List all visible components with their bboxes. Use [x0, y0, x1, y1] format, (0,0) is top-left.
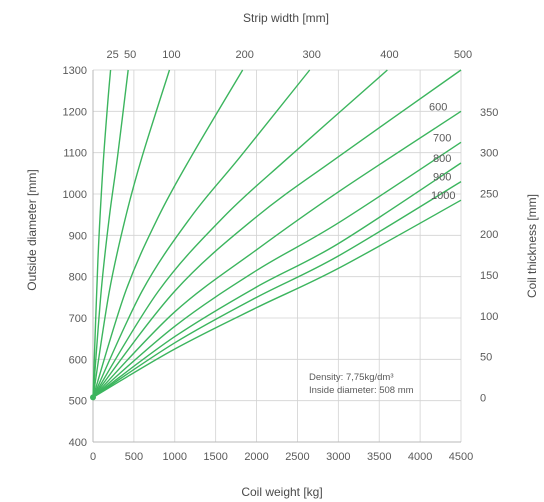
series-line-50	[92, 69, 129, 398]
series-line-100	[92, 69, 171, 398]
series-line-500	[92, 69, 462, 398]
y2-tick-label: 250	[480, 188, 498, 200]
x-tick-label: 2000	[244, 451, 268, 463]
series-labels: 25 50 100 200 300 400 500 600 700 800 900 1000	[106, 49, 472, 202]
series-label-25: 25	[106, 49, 118, 61]
x-axis-title: Coil weight [kg]	[241, 485, 322, 499]
series-label-600: 600	[429, 101, 447, 113]
inside-diameter-note: Inside diameter: 508 mm	[309, 385, 414, 396]
y2-tick-label: 50	[480, 352, 492, 364]
series-label-1000: 1000	[431, 190, 455, 202]
x-tick-label: 0	[90, 451, 96, 463]
x-tick-label: 2500	[285, 451, 309, 463]
chart-title: Strip width [mm]	[243, 11, 329, 25]
x-tick-label: 1000	[163, 451, 187, 463]
y-tick-label: 1200	[63, 106, 87, 118]
series-line-700	[92, 141, 462, 398]
y-tick-label: 1100	[63, 148, 87, 160]
x-tick-labels: 0 500 1000 1500 2000 2500 3000 3500 4000 4500	[90, 451, 473, 463]
y2-axis-title: Coil thickness [mm]	[525, 194, 539, 298]
y-tick-label: 500	[69, 396, 87, 408]
y2-tick-label: 0	[480, 392, 486, 404]
series-label-200: 200	[235, 49, 253, 61]
series-label-300: 300	[303, 49, 321, 61]
series-lines	[90, 69, 462, 401]
y2-tick-label: 200	[480, 229, 498, 241]
y2-tick-label: 350	[480, 107, 498, 119]
series-line-800	[92, 162, 462, 398]
y2-tick-label: 300	[480, 148, 498, 160]
y-tick-label: 1000	[63, 189, 87, 201]
series-line-25	[92, 69, 112, 398]
x-tick-label: 3500	[367, 451, 391, 463]
x-tick-label: 500	[125, 451, 143, 463]
series-label-50: 50	[124, 49, 136, 61]
y-tick-labels: 400 500 600 700 800 900 1000 1100 1200 1300	[63, 65, 87, 449]
y-tick-label: 1300	[63, 65, 87, 77]
x-tick-label: 3000	[326, 451, 350, 463]
x-tick-label: 1500	[203, 451, 227, 463]
y-tick-label: 700	[69, 313, 87, 325]
y-tick-label: 400	[69, 437, 87, 449]
series-label-700: 700	[433, 132, 451, 144]
series-line-1000	[92, 199, 462, 398]
y-tick-label: 800	[69, 272, 87, 284]
y-tick-label: 900	[69, 230, 87, 242]
series-line-300	[92, 69, 311, 398]
series-line-900	[92, 181, 462, 398]
series-label-400: 400	[380, 49, 398, 61]
series-label-100: 100	[162, 49, 180, 61]
series-label-800: 800	[433, 153, 451, 165]
origin-point	[90, 394, 96, 401]
density-note: Density: 7,75kg/dm³	[309, 372, 393, 383]
series-line-600	[92, 110, 462, 398]
y2-tick-label: 150	[480, 270, 498, 282]
y-axis-title: Outside diameter [mm]	[25, 169, 39, 290]
series-label-500: 500	[454, 49, 472, 61]
x-tick-label: 4500	[449, 451, 473, 463]
y2-tick-label: 100	[480, 311, 498, 323]
series-line-200	[92, 69, 244, 398]
y2-tick-labels: 0 50 100 150 200 250 300 350	[480, 107, 498, 404]
series-line-400	[92, 69, 388, 398]
y-tick-label: 600	[69, 354, 87, 366]
x-tick-label: 4000	[408, 451, 432, 463]
series-label-900: 900	[433, 172, 451, 184]
